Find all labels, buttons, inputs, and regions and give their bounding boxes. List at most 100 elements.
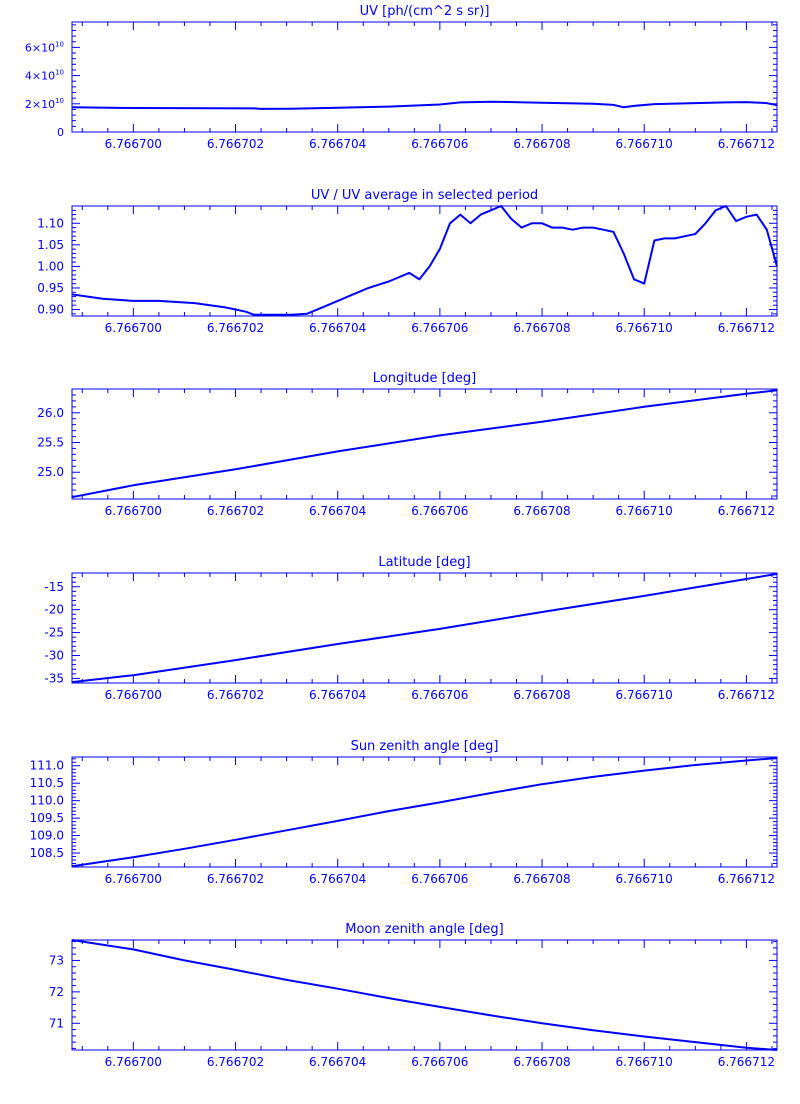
- chart-panel-1: UV / UV average in selected period 6.7667…: [37, 188, 778, 335]
- chart-title: UV [ph/(cm^2 s sr)]: [360, 4, 490, 19]
- y-tick-label: 0.90: [37, 303, 64, 317]
- series-line: [71, 389, 778, 499]
- x-tick-label: 6.766702: [207, 872, 264, 886]
- series-line: [71, 100, 778, 110]
- y-tick-label: -30: [44, 649, 64, 663]
- x-tick-label: 6.766700: [105, 1055, 162, 1069]
- plot-frame: [71, 21, 778, 133]
- y-tick-label: 0.95: [37, 281, 64, 295]
- x-tick-label: 6.766708: [513, 872, 570, 886]
- x-tick-label: 6.766704: [309, 1055, 366, 1069]
- series-line: [71, 572, 778, 684]
- y-tick-label: 25.0: [37, 465, 64, 479]
- chart-panel-0: UV [ph/(cm^2 s sr)] 6.766700 6.766702 6.766…: [25, 4, 778, 151]
- x-tick-label: 6.766710: [616, 872, 673, 886]
- x-tick-label: 6.766700: [105, 872, 162, 886]
- plot-frame: [71, 205, 778, 317]
- y-tick-label: 25.5: [37, 436, 64, 450]
- x-tick-label: 6.766710: [616, 321, 673, 335]
- x-tick-label: 6.766712: [718, 688, 775, 702]
- y-tick-label: 110.0: [30, 794, 64, 808]
- y-tick-mantissa: 4×10: [25, 70, 55, 83]
- x-tick-label: 6.766702: [207, 1055, 264, 1069]
- y-tick-label: 71: [49, 1016, 64, 1030]
- y-tick-label: 1.00: [37, 259, 64, 273]
- x-tick-label: 6.766700: [105, 504, 162, 518]
- x-tick-label: 6.766704: [309, 321, 366, 335]
- x-tick-label: 6.766700: [105, 137, 162, 151]
- x-tick-label: 6.766700: [105, 321, 162, 335]
- chart-panel-3: Latitude [deg] 6.766700 6.766702 6.766704 6.…: [44, 555, 778, 702]
- y-tick-label: 73: [49, 953, 64, 967]
- x-tick-label: 6.766712: [718, 872, 775, 886]
- y-tick-label: 109.5: [30, 811, 64, 825]
- y-tick-label: 2×1010: [25, 97, 64, 111]
- x-tick-label: 6.766706: [411, 504, 468, 518]
- y-tick-exponent: 10: [55, 97, 64, 105]
- x-tick-label: 6.766710: [616, 688, 673, 702]
- x-tick-label: 6.766702: [207, 137, 264, 151]
- y-tick-label: -35: [44, 671, 64, 685]
- x-tick-label: 6.766704: [309, 137, 366, 151]
- y-tick-label: 4×1010: [25, 69, 64, 83]
- x-tick-label: 6.766710: [616, 1055, 673, 1069]
- chart-title: Sun zenith angle [deg]: [351, 739, 499, 754]
- x-tick-label: 6.766708: [513, 321, 570, 335]
- plot-frame: [71, 756, 778, 868]
- chart-title: Moon zenith angle [deg]: [345, 922, 503, 937]
- chart-title: UV / UV average in selected period: [311, 188, 538, 203]
- y-tick-mantissa: 6×10: [25, 41, 55, 54]
- x-tick-label: 6.766712: [718, 1055, 775, 1069]
- x-tick-label: 6.766706: [411, 688, 468, 702]
- y-tick-label: 1.05: [37, 238, 64, 252]
- x-tick-label: 6.766710: [616, 504, 673, 518]
- x-tick-label: 6.766700: [105, 688, 162, 702]
- x-tick-label: 6.766704: [309, 688, 366, 702]
- chart-panel-2: Longitude [deg] 6.766700 6.766702 6.766704 6…: [37, 371, 778, 518]
- y-tick-mantissa: 0: [57, 126, 64, 139]
- x-tick-label: 6.766702: [207, 504, 264, 518]
- plot-frame: [71, 572, 778, 684]
- x-tick-label: 6.766712: [718, 504, 775, 518]
- y-tick-label: 6×1010: [25, 40, 64, 54]
- series-line: [71, 939, 778, 1051]
- plot-frame: [71, 939, 778, 1051]
- x-tick-label: 6.766706: [411, 1055, 468, 1069]
- y-tick-label: 72: [49, 985, 64, 999]
- x-tick-label: 6.766704: [309, 504, 366, 518]
- x-tick-label: 6.766710: [616, 137, 673, 151]
- series-line: [71, 205, 778, 316]
- y-tick-mantissa: 2×10: [25, 98, 55, 111]
- chart-title: Longitude [deg]: [373, 371, 476, 386]
- x-tick-label: 6.766708: [513, 504, 570, 518]
- y-tick-label: -25: [44, 626, 64, 640]
- series-line: [71, 757, 778, 868]
- y-tick-label: 1.10: [37, 216, 64, 230]
- x-tick-label: 6.766702: [207, 321, 264, 335]
- x-tick-label: 6.766708: [513, 688, 570, 702]
- y-tick-label: -15: [44, 580, 64, 594]
- x-tick-label: 6.766708: [513, 1055, 570, 1069]
- x-tick-label: 6.766706: [411, 872, 468, 886]
- x-tick-label: 6.766712: [718, 137, 775, 151]
- chart-title: Latitude [deg]: [378, 555, 470, 570]
- y-tick-label: -20: [44, 603, 64, 617]
- y-tick-label: 110.5: [30, 776, 64, 790]
- x-tick-label: 6.766704: [309, 872, 366, 886]
- x-tick-label: 6.766708: [513, 137, 570, 151]
- x-tick-label: 6.766712: [718, 321, 775, 335]
- y-tick-exponent: 10: [55, 40, 64, 48]
- chart-panel-4: Sun zenith angle [deg] 6.766700 6.766702 6.…: [30, 739, 778, 886]
- y-tick-exponent: 10: [55, 69, 64, 77]
- plot-frame: [71, 388, 778, 500]
- y-tick-label: 109.0: [30, 829, 64, 843]
- y-tick-label: 111.0: [30, 759, 64, 773]
- x-tick-label: 6.766702: [207, 688, 264, 702]
- y-tick-label: 26.0: [37, 406, 64, 420]
- x-tick-label: 6.766706: [411, 137, 468, 151]
- x-tick-label: 6.766706: [411, 321, 468, 335]
- y-tick-label: 108.5: [30, 846, 64, 860]
- y-tick-label: 0: [57, 126, 64, 139]
